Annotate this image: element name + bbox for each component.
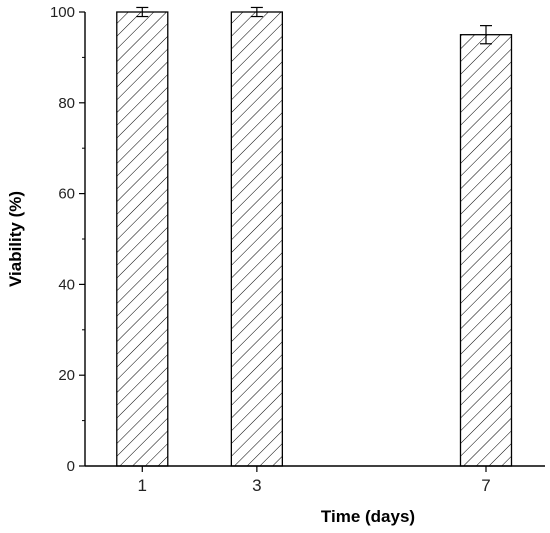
y-axis-title: Viability (%) <box>6 191 25 287</box>
tick-labels: 0 20 40 60 80 100 1 3 7 <box>50 4 491 495</box>
x-tick-label: 1 <box>138 476 147 495</box>
y-tick-label: 40 <box>58 276 75 293</box>
y-tick-label: 0 <box>67 458 75 475</box>
x-tick-label: 7 <box>481 476 490 495</box>
y-tick-label: 100 <box>50 4 75 21</box>
y-tick-label: 80 <box>58 95 75 112</box>
bar <box>230 11 284 467</box>
bars <box>116 11 513 467</box>
bar <box>116 11 169 467</box>
error-bars <box>136 6 492 45</box>
y-tick-label: 20 <box>58 367 75 384</box>
bar <box>459 34 513 467</box>
x-tick-label: 3 <box>252 476 261 495</box>
y-tick-label: 60 <box>58 186 75 203</box>
x-axis-title: Time (days) <box>321 507 415 526</box>
